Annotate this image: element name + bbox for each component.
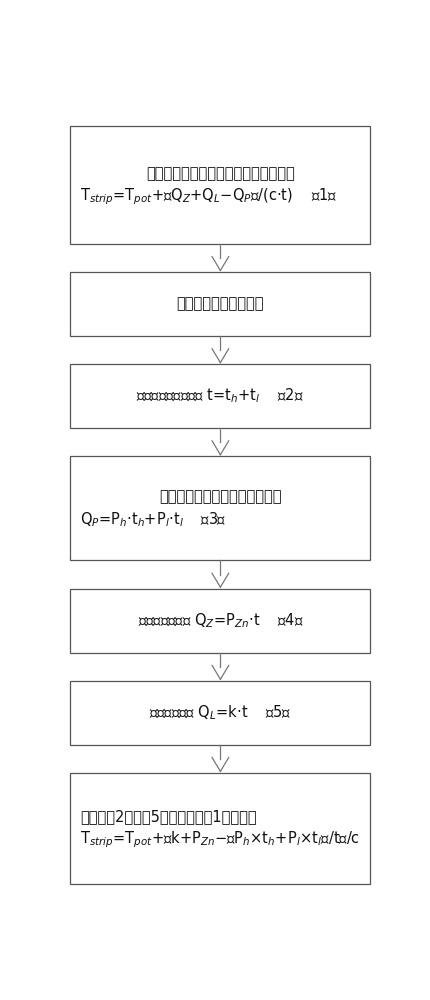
Text: 采集带钐镀锶生产参数: 采集带钐镀锶生产参数 <box>177 296 264 311</box>
Text: 根据锶锅热平衡原理得带钐入锶锅温度: 根据锶锅热平衡原理得带钐入锶锅温度 <box>146 166 295 181</box>
FancyBboxPatch shape <box>71 126 370 244</box>
Text: 计算热损失， Q$_L$=k·t    （5）: 计算热损失， Q$_L$=k·t （5） <box>149 703 292 722</box>
Text: 计算镀锶热量， Q$_Z$=P$_{Zn}$·t    （4）: 计算镀锶热量， Q$_Z$=P$_{Zn}$·t （4） <box>138 611 303 630</box>
FancyBboxPatch shape <box>71 364 370 428</box>
Text: T$_{strip}$=T$_{pot}$+（k+P$_{Zn}$−（P$_h$×t$_h$+P$_l$×t$_l$）/t）/c: T$_{strip}$=T$_{pot}$+（k+P$_{Zn}$−（P$_h$… <box>80 830 360 850</box>
Text: 计算计算周期时间， t=t$_h$+t$_l$    （2）: 计算计算周期时间， t=t$_h$+t$_l$ （2） <box>136 387 304 405</box>
FancyBboxPatch shape <box>71 773 370 884</box>
FancyBboxPatch shape <box>71 681 370 745</box>
FancyBboxPatch shape <box>71 589 370 653</box>
Text: 将公式（2）至（5）带入公式（1）中，得: 将公式（2）至（5）带入公式（1）中，得 <box>80 809 257 824</box>
FancyBboxPatch shape <box>71 272 370 336</box>
Text: Q$_P$=P$_h$·t$_h$+P$_l$·t$_l$    （3）: Q$_P$=P$_h$·t$_h$+P$_l$·t$_l$ （3） <box>80 510 227 529</box>
FancyBboxPatch shape <box>71 456 370 560</box>
Text: 计算锶锅感应加热器提供的热量: 计算锶锅感应加热器提供的热量 <box>159 489 282 504</box>
Text: T$_{strip}$=T$_{pot}$+（Q$_Z$+Q$_L$−Q$_P$）/(c·t)    （1）: T$_{strip}$=T$_{pot}$+（Q$_Z$+Q$_L$−Q$_P$… <box>80 186 338 207</box>
